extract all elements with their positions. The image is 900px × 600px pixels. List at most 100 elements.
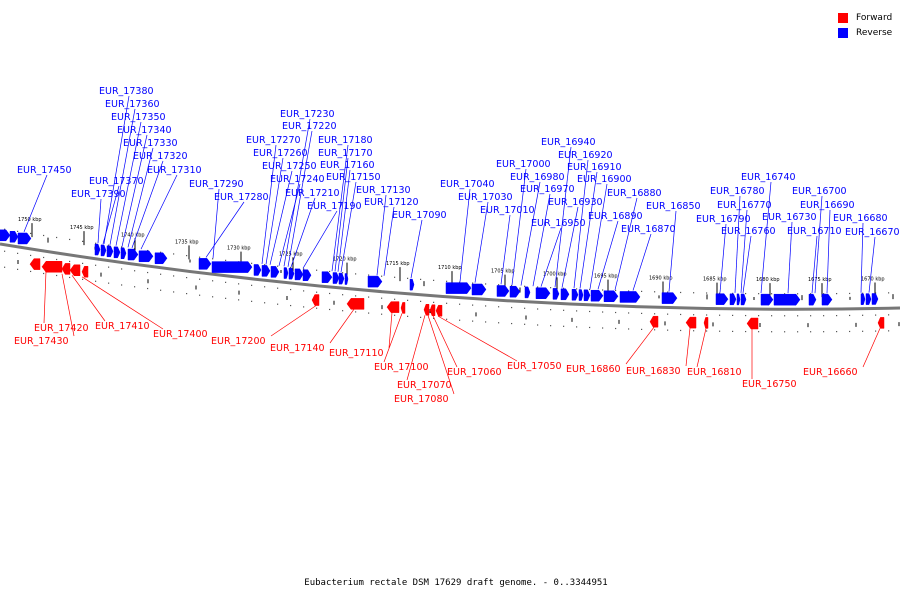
reverse-gene-arrow[interactable] xyxy=(138,250,154,263)
reverse-gene-label[interactable]: EUR_16970 xyxy=(520,184,575,195)
reverse-gene-arrow[interactable] xyxy=(344,273,349,285)
reverse-gene-label[interactable]: EUR_17090 xyxy=(392,210,447,221)
reverse-gene-label[interactable]: EUR_17280 xyxy=(214,192,269,203)
reverse-gene-label[interactable]: EUR_16690 xyxy=(800,200,855,211)
forward-gene-arrow[interactable] xyxy=(649,315,659,328)
reverse-gene-label[interactable]: EUR_17340 xyxy=(117,125,172,136)
reverse-gene-label[interactable]: EUR_16870 xyxy=(621,224,676,235)
reverse-gene-arrow[interactable] xyxy=(127,248,139,261)
reverse-gene-arrow[interactable] xyxy=(253,264,262,276)
reverse-gene-arrow[interactable] xyxy=(821,293,833,306)
reverse-gene-label[interactable]: EUR_16940 xyxy=(541,137,596,148)
reverse-gene-label[interactable]: EUR_17370 xyxy=(89,176,144,187)
reverse-gene-arrow[interactable] xyxy=(773,293,801,306)
reverse-gene-arrow[interactable] xyxy=(740,293,747,306)
forward-gene-arrow[interactable] xyxy=(435,304,443,317)
reverse-gene-arrow[interactable] xyxy=(94,243,101,256)
forward-gene-arrow[interactable] xyxy=(429,304,436,316)
forward-gene-label[interactable]: EUR_17060 xyxy=(447,367,502,378)
forward-gene-label[interactable]: EUR_16860 xyxy=(566,364,621,375)
forward-gene-label[interactable]: EUR_17070 xyxy=(397,380,452,391)
reverse-gene-label[interactable]: EUR_16780 xyxy=(710,186,765,197)
forward-gene-label[interactable]: EUR_17400 xyxy=(153,329,208,340)
reverse-gene-arrow[interactable] xyxy=(509,285,521,298)
reverse-gene-label[interactable]: EUR_16980 xyxy=(510,172,565,183)
reverse-gene-label[interactable]: EUR_17230 xyxy=(280,109,335,120)
reverse-gene-arrow[interactable] xyxy=(590,289,604,302)
reverse-gene-arrow[interactable] xyxy=(283,267,289,279)
forward-gene-arrow[interactable] xyxy=(29,258,41,270)
reverse-gene-arrow[interactable] xyxy=(583,289,591,302)
forward-gene-label[interactable]: EUR_17080 xyxy=(394,394,449,405)
reverse-gene-arrow[interactable] xyxy=(619,291,641,303)
forward-gene-arrow[interactable] xyxy=(703,317,709,329)
reverse-gene-arrow[interactable] xyxy=(445,282,472,294)
reverse-gene-label[interactable]: EUR_16950 xyxy=(531,218,586,229)
forward-gene-label[interactable]: EUR_17100 xyxy=(374,362,429,373)
forward-gene-arrow[interactable] xyxy=(423,304,430,316)
reverse-gene-label[interactable]: EUR_16930 xyxy=(548,197,603,208)
reverse-gene-label[interactable]: EUR_17180 xyxy=(318,135,373,146)
reverse-gene-label[interactable]: EUR_16890 xyxy=(588,211,643,222)
reverse-gene-label[interactable]: EUR_17220 xyxy=(282,121,337,132)
reverse-gene-arrow[interactable] xyxy=(496,285,510,297)
reverse-gene-label[interactable]: EUR_16900 xyxy=(577,174,632,185)
legend-forward[interactable]: Forward xyxy=(838,10,892,25)
reverse-gene-label[interactable]: EUR_17260 xyxy=(253,148,308,159)
forward-gene-label[interactable]: EUR_17140 xyxy=(270,343,325,354)
reverse-gene-arrow[interactable] xyxy=(661,292,678,304)
reverse-gene-arrow[interactable] xyxy=(571,289,579,301)
reverse-gene-arrow[interactable] xyxy=(409,278,415,291)
forward-gene-label[interactable]: EUR_16750 xyxy=(742,379,797,390)
reverse-gene-arrow[interactable] xyxy=(560,288,570,301)
reverse-gene-arrow[interactable] xyxy=(106,245,114,258)
reverse-gene-arrow[interactable] xyxy=(338,272,345,285)
reverse-gene-arrow[interactable] xyxy=(578,289,584,301)
forward-gene-label[interactable]: EUR_16810 xyxy=(687,367,742,378)
reverse-gene-arrow[interactable] xyxy=(9,231,19,243)
forward-gene-arrow[interactable] xyxy=(386,301,400,313)
reverse-gene-label[interactable]: EUR_17350 xyxy=(111,112,166,123)
forward-gene-arrow[interactable] xyxy=(81,265,89,278)
forward-gene-arrow[interactable] xyxy=(685,316,697,329)
reverse-gene-label[interactable]: EUR_17000 xyxy=(496,159,551,170)
reverse-gene-label[interactable]: EUR_17170 xyxy=(318,148,373,159)
reverse-gene-label[interactable]: EUR_16790 xyxy=(696,214,751,225)
reverse-gene-label[interactable]: EUR_16670 xyxy=(845,227,900,238)
reverse-gene-arrow[interactable] xyxy=(113,246,121,259)
reverse-gene-label[interactable]: EUR_17270 xyxy=(246,135,301,146)
reverse-gene-label[interactable]: EUR_17290 xyxy=(189,179,244,190)
reverse-gene-arrow[interactable] xyxy=(100,244,107,257)
reverse-gene-label[interactable]: EUR_16910 xyxy=(567,162,622,173)
reverse-gene-label[interactable]: EUR_17120 xyxy=(364,197,419,208)
forward-gene-label[interactable]: EUR_17430 xyxy=(14,336,69,347)
reverse-gene-label[interactable]: EUR_17210 xyxy=(285,188,340,199)
reverse-gene-label[interactable]: EUR_17310 xyxy=(147,165,202,176)
reverse-gene-arrow[interactable] xyxy=(603,290,619,303)
reverse-gene-label[interactable]: EUR_16680 xyxy=(833,213,888,224)
reverse-gene-label[interactable]: EUR_16710 xyxy=(787,226,842,237)
forward-gene-arrow[interactable] xyxy=(311,294,320,306)
reverse-gene-arrow[interactable] xyxy=(0,229,11,242)
reverse-gene-label[interactable]: EUR_17030 xyxy=(458,192,513,203)
reverse-gene-arrow[interactable] xyxy=(154,252,168,265)
forward-gene-arrow[interactable] xyxy=(41,261,63,273)
reverse-gene-label[interactable]: EUR_16740 xyxy=(741,172,796,183)
reverse-gene-arrow[interactable] xyxy=(321,271,333,283)
reverse-gene-arrow[interactable] xyxy=(294,268,304,281)
reverse-gene-arrow[interactable] xyxy=(120,247,127,259)
reverse-gene-label[interactable]: EUR_16880 xyxy=(607,188,662,199)
reverse-gene-label[interactable]: EUR_17190 xyxy=(307,201,362,212)
reverse-gene-arrow[interactable] xyxy=(871,293,879,305)
reverse-gene-label[interactable]: EUR_17330 xyxy=(123,138,178,149)
forward-gene-arrow[interactable] xyxy=(877,317,885,329)
reverse-gene-arrow[interactable] xyxy=(715,293,729,305)
reverse-gene-label[interactable]: EUR_17150 xyxy=(326,172,381,183)
reverse-gene-arrow[interactable] xyxy=(552,288,560,300)
reverse-gene-arrow[interactable] xyxy=(198,258,212,270)
reverse-gene-arrow[interactable] xyxy=(471,283,487,296)
reverse-gene-label[interactable]: EUR_16920 xyxy=(558,150,613,161)
reverse-gene-label[interactable]: EUR_17380 xyxy=(99,86,154,97)
reverse-gene-arrow[interactable] xyxy=(524,286,531,299)
reverse-gene-arrow[interactable] xyxy=(261,265,271,277)
